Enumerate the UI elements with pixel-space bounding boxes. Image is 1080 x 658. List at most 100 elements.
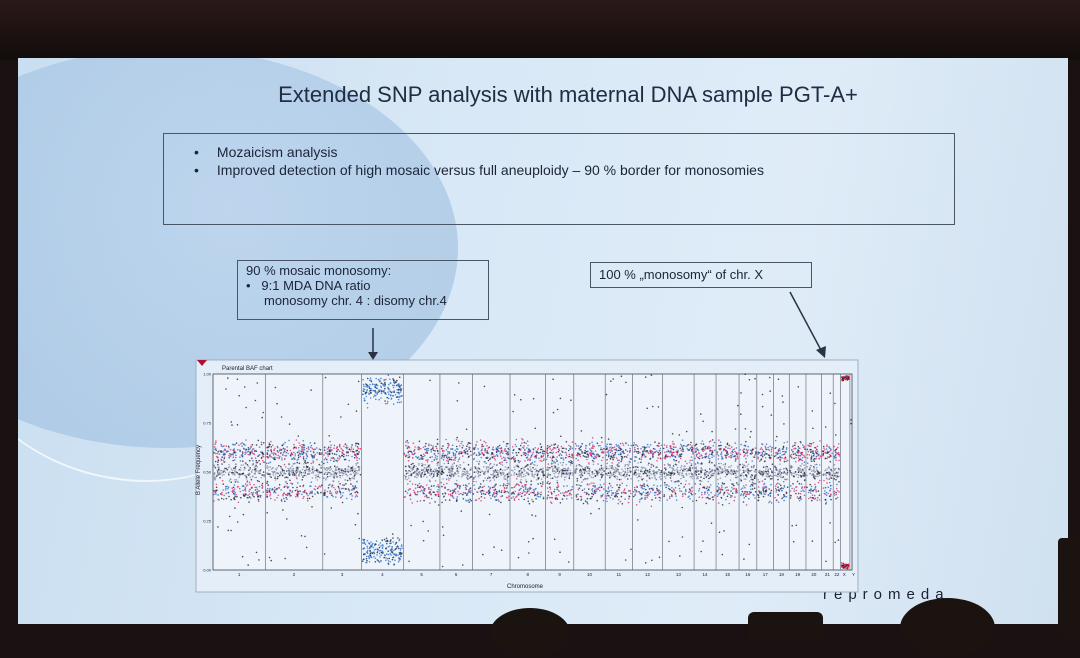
baf-point bbox=[250, 477, 252, 479]
baf-point bbox=[520, 449, 522, 451]
baf-point bbox=[608, 486, 610, 488]
baf-point bbox=[557, 480, 559, 482]
baf-point bbox=[501, 549, 503, 551]
baf-point bbox=[350, 483, 352, 485]
baf-point bbox=[300, 456, 302, 458]
baf-point bbox=[640, 476, 642, 478]
baf-point bbox=[565, 470, 567, 472]
baf-point bbox=[352, 485, 354, 487]
baf-point bbox=[337, 460, 339, 462]
baf-point bbox=[254, 451, 256, 453]
baf-point bbox=[499, 453, 501, 455]
baf-point bbox=[234, 472, 236, 474]
baf-point bbox=[630, 549, 632, 551]
baf-point bbox=[737, 484, 739, 486]
baf-point bbox=[552, 456, 554, 458]
baf-point bbox=[745, 458, 747, 460]
baf-point bbox=[511, 497, 513, 499]
baf-point bbox=[414, 453, 416, 455]
baf-point bbox=[404, 454, 406, 456]
baf-point bbox=[541, 449, 543, 451]
baf-point bbox=[392, 533, 394, 535]
baf-point bbox=[489, 480, 491, 482]
baf-point bbox=[748, 498, 750, 500]
baf-point bbox=[557, 484, 559, 486]
baf-point bbox=[499, 490, 501, 492]
baf-point bbox=[541, 460, 543, 462]
baf-point bbox=[711, 431, 713, 433]
baf-point bbox=[292, 487, 294, 489]
baf-point bbox=[252, 493, 254, 495]
baf-point bbox=[508, 476, 510, 478]
baf-point bbox=[238, 444, 240, 446]
baf-point bbox=[681, 465, 683, 467]
baf-point bbox=[490, 498, 492, 500]
baf-point bbox=[757, 456, 759, 458]
baf-point bbox=[601, 460, 603, 462]
baf-point bbox=[637, 519, 639, 521]
baf-point bbox=[316, 476, 318, 478]
baf-point bbox=[296, 471, 298, 473]
baf-point bbox=[431, 498, 433, 500]
baf-point bbox=[462, 447, 464, 449]
baf-point bbox=[266, 483, 268, 485]
baf-point bbox=[274, 487, 276, 489]
baf-point bbox=[652, 406, 654, 408]
baf-point bbox=[375, 561, 377, 563]
baf-point bbox=[606, 451, 608, 453]
baf-point bbox=[423, 492, 425, 494]
baf-point bbox=[337, 492, 339, 494]
baf-point bbox=[354, 454, 356, 456]
baf-point bbox=[528, 490, 530, 492]
baf-point bbox=[373, 396, 375, 398]
baf-point bbox=[696, 466, 698, 468]
baf-point bbox=[679, 488, 681, 490]
baf-point bbox=[496, 477, 498, 479]
baf-point bbox=[335, 460, 337, 462]
baf-point bbox=[340, 416, 342, 418]
baf-point bbox=[307, 498, 309, 500]
baf-point bbox=[558, 451, 560, 453]
baf-point bbox=[321, 485, 323, 487]
baf-point bbox=[332, 473, 334, 475]
baf-point bbox=[473, 479, 475, 481]
baf-point bbox=[516, 439, 518, 441]
baf-point bbox=[497, 446, 499, 448]
baf-point bbox=[222, 475, 224, 477]
baf-point bbox=[654, 477, 656, 479]
baf-point bbox=[366, 546, 368, 548]
baf-point bbox=[271, 468, 273, 470]
baf-point bbox=[524, 494, 526, 496]
baf-point bbox=[506, 487, 508, 489]
baf-point bbox=[641, 479, 643, 481]
baf-point bbox=[367, 378, 369, 380]
baf-point bbox=[644, 472, 646, 474]
baf-point bbox=[423, 447, 425, 449]
baf-point bbox=[482, 554, 484, 556]
baf-point bbox=[481, 496, 483, 498]
baf-point bbox=[246, 478, 248, 480]
baf-point bbox=[504, 457, 506, 459]
baf-point bbox=[689, 449, 691, 451]
baf-point bbox=[460, 493, 462, 495]
baf-point bbox=[614, 446, 616, 448]
baf-point bbox=[266, 494, 268, 496]
baf-point bbox=[687, 496, 689, 498]
baf-point bbox=[513, 493, 515, 495]
baf-point bbox=[437, 450, 439, 452]
baf-point bbox=[289, 480, 291, 482]
baf-point bbox=[555, 472, 557, 474]
baf-point bbox=[485, 471, 487, 473]
baf-point bbox=[685, 490, 687, 492]
baf-point bbox=[668, 450, 670, 452]
baf-point bbox=[385, 403, 387, 405]
baf-point bbox=[541, 486, 543, 488]
baf-point bbox=[714, 442, 716, 444]
baf-point bbox=[249, 482, 251, 484]
baf-point bbox=[302, 498, 304, 500]
baf-point bbox=[235, 457, 237, 459]
baf-point bbox=[215, 467, 217, 469]
baf-point bbox=[458, 475, 460, 477]
baf-point bbox=[362, 379, 364, 381]
baf-point bbox=[591, 456, 593, 458]
